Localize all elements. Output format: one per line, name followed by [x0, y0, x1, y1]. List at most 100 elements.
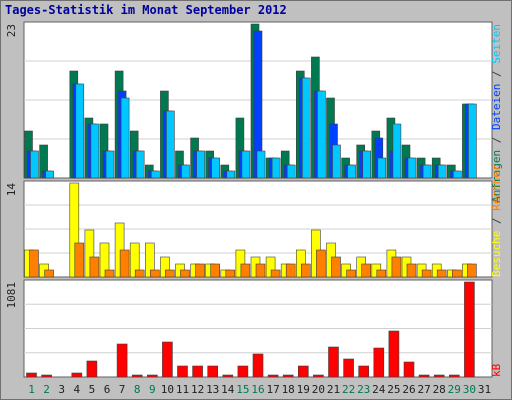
bar-besuche-day-5 [84, 229, 95, 278]
bar-kb-day-18 [282, 374, 294, 378]
bar-besuche-day-15 [235, 249, 246, 278]
x-tick-day-31: 31 [478, 383, 491, 396]
bar-kb-day-5 [86, 360, 98, 378]
bar-rechner-day-22 [346, 269, 356, 278]
bar-kb-day-29 [448, 374, 460, 378]
bar-kb-day-24 [373, 347, 385, 378]
bar-rechner-day-25 [391, 256, 402, 278]
bar-seiten-day-22 [347, 164, 356, 179]
x-tick-day-26: 26 [402, 383, 415, 396]
panels [23, 21, 493, 378]
bar-seiten-day-26 [407, 157, 417, 179]
bar-seiten-day-7 [120, 97, 130, 179]
x-tick-day-29: 29 [448, 383, 461, 396]
bar-seiten-day-9 [151, 170, 160, 179]
bar-kb-day-1 [26, 372, 37, 378]
bar-rechner-day-18 [285, 263, 296, 278]
x-tick-day-4: 4 [73, 383, 80, 396]
x-tick-day-2: 2 [43, 383, 50, 396]
x-tick-day-6: 6 [104, 383, 111, 396]
bar-seiten-day-20 [317, 90, 326, 179]
x-tick-day-13: 13 [206, 383, 219, 396]
bar-kb-day-16 [252, 353, 264, 378]
bar-seiten-day-6 [105, 150, 115, 179]
bar-seiten-day-2 [45, 170, 54, 179]
x-tick-day-22: 22 [342, 383, 355, 396]
bar-kb-day-21 [328, 346, 339, 378]
bar-rechner-day-12 [195, 263, 205, 278]
x-tick-day-11: 11 [176, 383, 189, 396]
bar-rechner-day-9 [150, 269, 160, 278]
legend-separator: / [490, 211, 503, 231]
bar-besuche-day-4 [69, 182, 80, 278]
bar-rechner-day-26 [406, 263, 417, 278]
x-tick-day-7: 7 [119, 383, 126, 396]
x-tick-day-15: 15 [236, 383, 249, 396]
bar-besuche-day-6 [99, 242, 110, 278]
bar-rechner-day-6 [104, 269, 115, 278]
x-tick-day-19: 19 [297, 383, 310, 396]
x-tick-day-14: 14 [221, 383, 235, 396]
x-tick-day-16: 16 [251, 383, 264, 396]
legend-top: Anfragen / Dateien / Seiten [490, 24, 503, 203]
bar-rechner-day-19 [300, 263, 311, 278]
x-tick-day-20: 20 [312, 383, 325, 396]
bar-kb-day-19 [297, 365, 309, 378]
bar-seiten-day-29 [452, 170, 462, 179]
x-tick-day-21: 21 [327, 383, 340, 396]
y-axis-max-label-middle: 14 [5, 183, 18, 197]
bar-kb-day-9 [147, 374, 158, 378]
bar-besuche-day-17 [265, 256, 276, 278]
bar-rechner-day-14 [225, 269, 236, 278]
legend-middle: Besuche / Rechner [490, 164, 503, 277]
bar-rechner-day-7 [119, 249, 130, 278]
bar-kb-day-23 [358, 365, 370, 378]
bar-seiten-day-16 [256, 150, 266, 179]
bar-rechner-day-15 [240, 263, 251, 278]
bar-kb-day-13 [207, 365, 218, 378]
bar-seiten-day-23 [362, 150, 372, 179]
x-tick-day-28: 28 [433, 383, 446, 396]
bar-seiten-day-21 [332, 144, 341, 179]
bar-rechner-day-27 [421, 269, 432, 278]
bar-seiten-day-30 [468, 103, 477, 179]
bar-rechner-day-13 [210, 263, 220, 278]
bar-kb-day-30 [464, 281, 475, 378]
x-tick-day-10: 10 [161, 383, 174, 396]
x-tick-day-24: 24 [372, 383, 386, 396]
bar-seiten-day-28 [437, 164, 447, 179]
bar-rechner-day-8 [134, 269, 145, 278]
bar-besuche-day-9 [145, 242, 155, 278]
bar-seiten-day-17 [271, 157, 281, 179]
bar-seiten-day-8 [135, 150, 145, 179]
x-tick-day-3: 3 [58, 383, 65, 396]
legend-item-rechner: Rechner [490, 164, 503, 211]
bar-kb-day-12 [192, 365, 203, 378]
bar-seiten-day-18 [286, 164, 296, 179]
legend-item-anfragen: Anfragen [490, 150, 503, 203]
bar-rechner-day-1 [29, 249, 39, 278]
bar-rechner-day-4 [74, 242, 85, 278]
bar-kb-day-10 [162, 341, 173, 378]
bar-rechner-day-5 [89, 256, 100, 278]
bar-rechner-day-24 [376, 269, 387, 278]
bar-seiten-day-5 [90, 123, 100, 179]
x-tick-day-30: 30 [463, 383, 476, 396]
bar-besuche-day-8 [129, 242, 140, 278]
bar-kb-day-8 [131, 374, 143, 378]
bar-seiten-day-15 [241, 150, 251, 179]
x-tick-day-8: 8 [134, 383, 141, 396]
bar-seiten-day-1 [30, 150, 39, 179]
bar-besuche-day-10 [160, 256, 170, 278]
bar-rechner-day-23 [361, 263, 372, 278]
x-tick-day-17: 17 [266, 383, 279, 396]
legend-item-kb: kB [490, 363, 503, 377]
bar-rechner-day-2 [44, 269, 54, 278]
bar-kb-day-27 [418, 374, 430, 378]
bar-rechner-day-28 [436, 269, 447, 278]
y-axis-max-label-bottom: 1081 [5, 282, 18, 309]
bar-rechner-day-29 [451, 269, 462, 278]
bar-kb-day-26 [403, 361, 415, 378]
